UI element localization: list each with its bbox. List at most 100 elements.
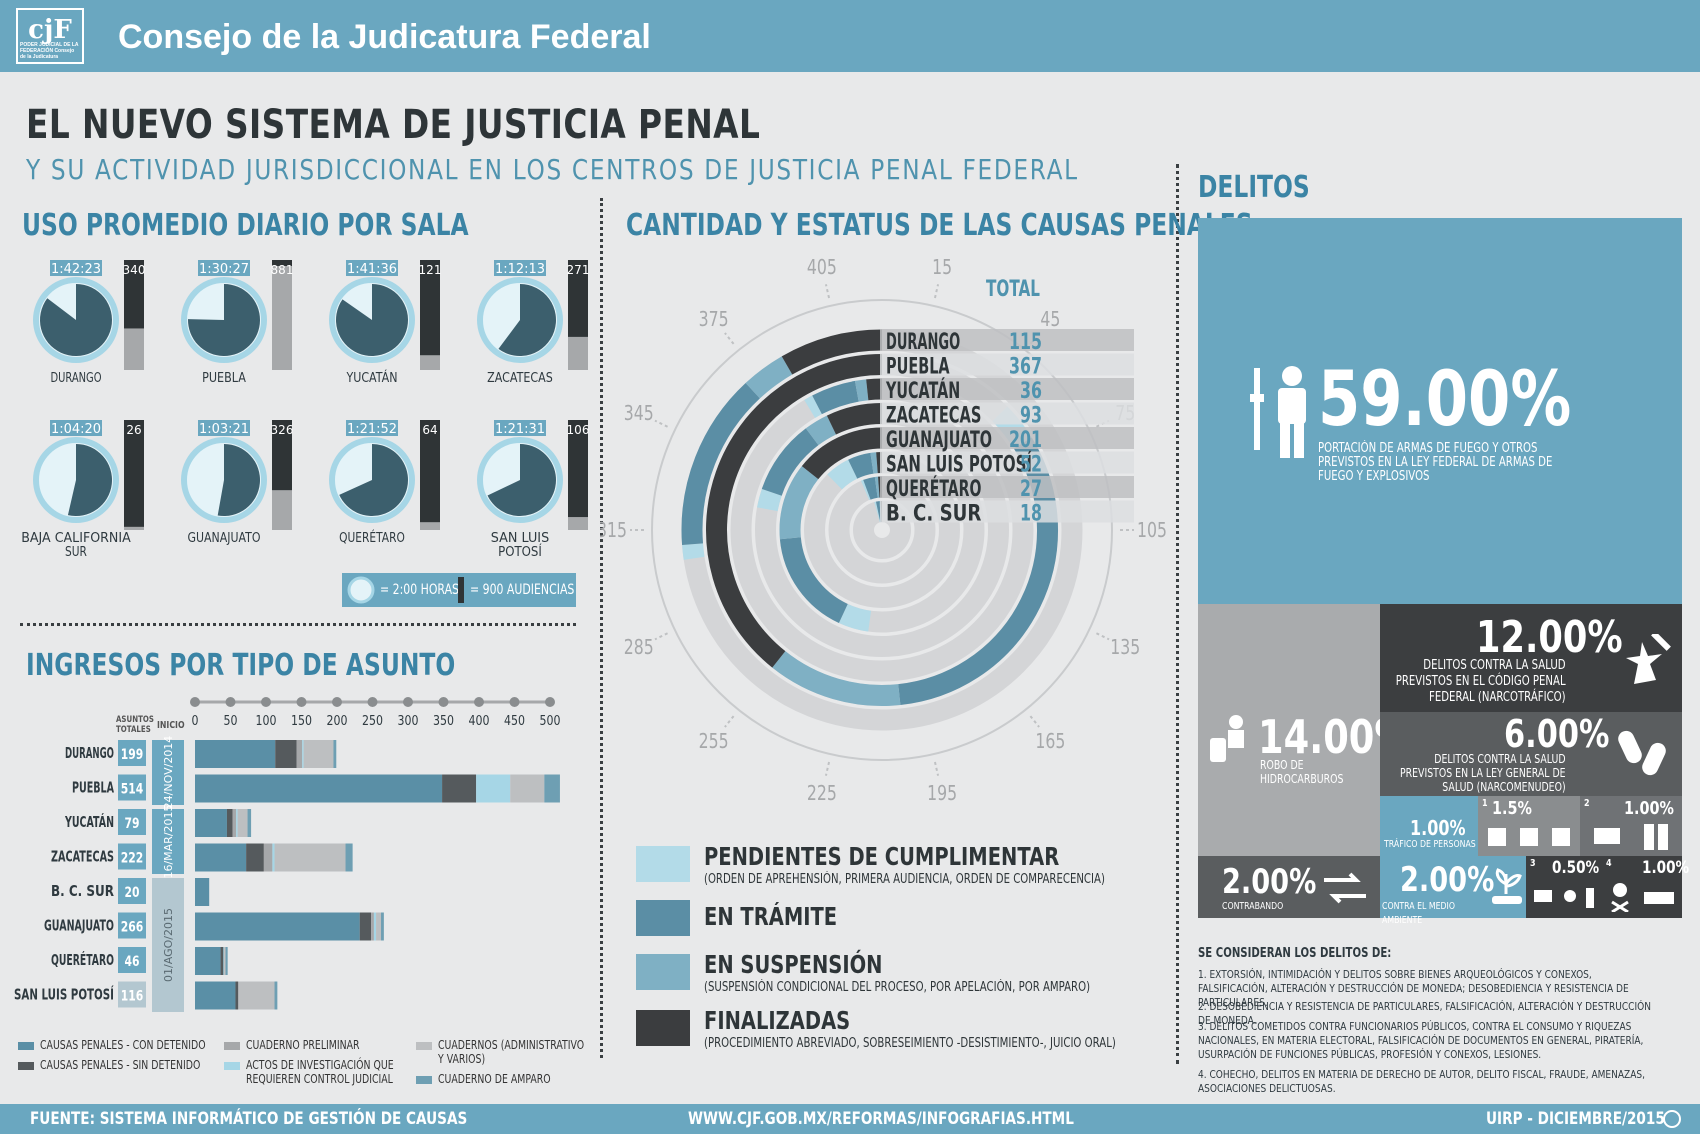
total-badge [118, 774, 146, 801]
time-text: 1:41:36 [347, 262, 397, 277]
table-row [880, 500, 1134, 523]
table-row [880, 378, 1134, 400]
barrel-person-icon [1210, 715, 1244, 762]
causas-radial-chart: 154575105135165195225255285315345375405T… [600, 255, 1167, 805]
sala-name: DURANGO [50, 371, 101, 386]
causas-total-value: 201 [1009, 428, 1042, 453]
total-value: 222 [121, 851, 144, 867]
divider-right [1176, 164, 1179, 1064]
sala-name: ZACATECAS [487, 371, 553, 386]
audiencias-bar-fill [272, 420, 292, 491]
armas-cell: 59.00% PORTACIÓN DE ARMAS DE FUEGO Y OTR… [1198, 218, 1682, 604]
clock-fill [188, 284, 260, 356]
legend-swatch-suspension [636, 954, 690, 990]
ingresos-bar-segment [247, 809, 252, 837]
radial-segment [812, 380, 859, 415]
sala-name: YUCATÁN [346, 370, 398, 386]
radial-segment [801, 427, 883, 480]
armas-pct: 59.00% [1318, 354, 1572, 443]
radial-center [876, 524, 888, 536]
total-value: 266 [121, 920, 144, 936]
guide-ring [651, 299, 1113, 761]
x-tick-dot [474, 697, 484, 707]
ingresos-bar-segment [195, 774, 443, 803]
ingresos-category-label: GUANAJUATO [44, 917, 114, 935]
armas-text: PORTACIÓN DE ARMAS DE FUEGO Y OTROS PREV… [1318, 441, 1553, 484]
angular-tick-label: 195 [927, 781, 957, 805]
inicio-date-text: 01/AGO/2015 [162, 908, 175, 982]
audiencias-value: 340 [123, 263, 146, 277]
ingresos-legend: CAUSAS PENALES - CON DETENIDO CAUSAS PEN… [18, 1038, 598, 1096]
legend-preliminar: CUADERNO PRELIMINAR [246, 1038, 360, 1052]
x-tick-label: 0 [192, 714, 199, 729]
total-value: 116 [121, 989, 144, 1005]
page-subtitle: Y SU ACTIVIDAD JURISDICCIONAL EN LOS CEN… [26, 153, 1079, 186]
sala-clock-5: 1:03:21 326 GUANAJUATO [181, 420, 293, 546]
narco-text: DELITOS CONTRA LA SALUD PREVISTOS EN EL … [1395, 658, 1566, 705]
time-badge [50, 420, 102, 436]
causas-category-label: QUERÉTARO [886, 476, 981, 502]
audiencias-value: 106 [567, 423, 590, 437]
legend-sin-detenido: CAUSAS PENALES - SIN DETENIDO [40, 1058, 201, 1072]
table-row [880, 427, 1134, 449]
ingresos-category-label: B. C. SUR [51, 882, 114, 900]
angular-tick [933, 761, 940, 776]
ingresos-bar-segment [376, 912, 382, 941]
audiencias-value: 64 [422, 423, 437, 437]
time-text: 1:42:23 [51, 262, 101, 277]
x-tick-dot [545, 697, 555, 707]
angular-tick-label: 105 [1137, 518, 1167, 542]
narcomenudeo-pct: 6.00% [1504, 712, 1610, 756]
x-tick-label: 200 [327, 714, 348, 729]
angular-tick-label: 375 [699, 307, 729, 331]
ambiente-text: CONTRA EL MEDIO AMBIENTE [1382, 901, 1455, 926]
ingresos-bar-segment [195, 843, 247, 872]
causas-category-label: PUEBLA [886, 355, 950, 380]
radial-segment [866, 378, 883, 401]
causas-category-label: B. C. SUR [886, 502, 981, 527]
legend-swatch-con-detenido [18, 1042, 34, 1050]
fraud-icons [1611, 883, 1674, 912]
time-badge [198, 260, 250, 276]
trafico-pct: 1.00% [1410, 816, 1466, 840]
ingresos-category-label: ZACATECAS [51, 848, 114, 866]
inicio-date-block [152, 809, 184, 874]
otros4-cell: 4 1.00% [1604, 856, 1689, 918]
time-text: 1:21:52 [347, 422, 397, 437]
causas-total-value: 367 [1009, 355, 1042, 380]
audiencias-bar-fill [568, 260, 588, 337]
ingresos-bar-segment [195, 981, 236, 1010]
x-tick-label: 150 [291, 714, 312, 729]
legend-pendientes: PENDIENTES DE CUMPLIMENTAR [704, 842, 1060, 871]
audiencias-bar-fill [124, 260, 144, 329]
narcomenudeo-cell: 6.00% DELITOS CONTRA LA SALUD PREVISTOS … [1380, 712, 1682, 796]
x-tick-label: 300 [398, 714, 419, 729]
otros1-pct: 1.5% [1492, 798, 1532, 819]
footer-url[interactable]: WWW.CJF.GOB.MX/REFORMAS/INFOGRAFIAS.HTML [688, 1109, 1074, 1129]
radial-segment [779, 466, 819, 540]
ingresos-bar-segment [195, 809, 227, 837]
otros4-label: 4 [1606, 858, 1612, 869]
radial-segment [804, 395, 822, 419]
note-2: 2. DESOBEDIENCIA Y RESISTENCIA DE PARTIC… [1198, 1000, 1651, 1027]
time-badge [50, 260, 102, 276]
x-tick-label: 400 [469, 714, 490, 729]
x-tick-label: 350 [433, 714, 454, 729]
cjf-logo: cjF PODER JUDICIAL DE LA FEDERACIÓN Conse… [16, 8, 84, 64]
sala-section-title: USO PROMEDIO DIARIO POR SALA [22, 208, 469, 243]
radial-segment [682, 543, 705, 560]
otros2-cell: 2 1.00% [1580, 796, 1682, 856]
clock-fill [39, 284, 112, 356]
ingresos-bar-segment [333, 740, 337, 768]
audiencias-bar-bg [272, 260, 292, 370]
document-icons [1534, 888, 1594, 908]
audiencias-bar-fill [420, 260, 440, 356]
page-title: EL NUEVO SISTEMA DE JUSTICIA PENAL [26, 102, 761, 148]
radial-segment [779, 536, 849, 624]
total-value: 514 [121, 782, 144, 798]
sala-clock-2: 1:41:36 121 YUCATÁN [329, 260, 441, 386]
radial-segment [826, 403, 883, 435]
table-row [880, 353, 1134, 376]
time-text: 1:30:27 [199, 262, 249, 277]
